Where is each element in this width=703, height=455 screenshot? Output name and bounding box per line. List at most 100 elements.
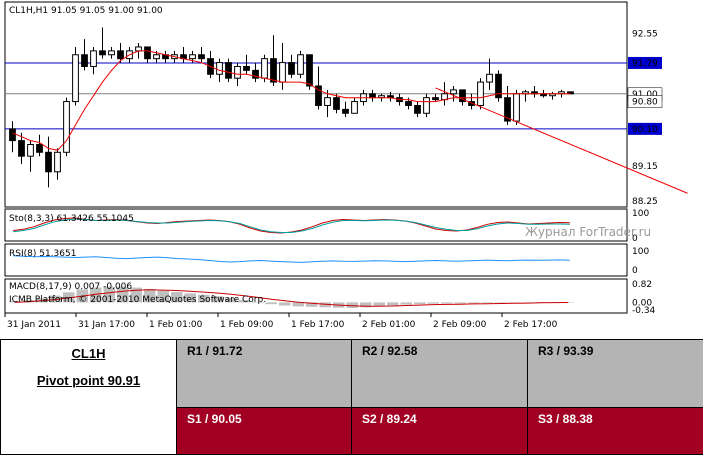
candle-body	[261, 58, 268, 79]
y-tick-label: 0.82	[632, 280, 652, 290]
candle-body	[333, 97, 340, 110]
macd-histogram-bar	[225, 297, 237, 303]
price-label-box	[627, 95, 663, 108]
candle-body	[351, 101, 358, 114]
support-1-cell: S1 / 90.05	[176, 407, 352, 455]
watermark-text: Журнал ForTrader.ru	[525, 225, 651, 239]
oscillator-line	[13, 218, 570, 233]
candle-body	[306, 54, 313, 87]
price-label: 90.10	[632, 125, 658, 135]
candle-body	[72, 54, 79, 103]
candle-body	[144, 46, 151, 60]
macd-histogram-bar	[346, 302, 358, 308]
candle-body	[9, 128, 16, 142]
rsi-title: RSI(8) 51.3651	[9, 249, 76, 259]
candle-body	[459, 89, 466, 103]
macd-histogram-bar	[211, 296, 223, 303]
macd-histogram-bar	[373, 302, 385, 307]
candle-body	[405, 101, 412, 106]
macd-histogram-bar	[292, 302, 304, 307]
y-tick-label: 0	[632, 266, 638, 276]
macd-histogram-bar	[306, 302, 318, 307]
candle-body	[468, 101, 475, 106]
price-label: 90.80	[632, 98, 658, 108]
macd-histogram-bar	[454, 302, 466, 304]
candle-body	[90, 50, 97, 67]
support-3-cell: S3 / 88.38	[527, 407, 703, 455]
candle-body	[153, 54, 160, 60]
candle-body	[81, 54, 88, 67]
candle-body	[18, 140, 25, 157]
macd-histogram-bar	[184, 293, 196, 303]
candle-body	[135, 46, 142, 52]
candle-body	[189, 54, 196, 60]
y-tick-label: 100	[632, 209, 649, 219]
candle-body	[54, 151, 61, 173]
macd-histogram-bar	[414, 302, 426, 305]
macd-histogram-bar	[252, 302, 264, 303]
rsi-panel-frame	[4, 243, 628, 277]
candle-body	[297, 54, 304, 75]
macd-histogram-bar	[171, 292, 183, 303]
candle-body	[477, 81, 484, 106]
resistance-2-cell: R2 / 92.58	[351, 339, 528, 408]
chart-title: CL1H,H1 91.05 91.05 91.00 91.00	[9, 6, 163, 16]
candle-body	[27, 143, 34, 157]
macd-histogram-bar	[103, 286, 115, 303]
macd-histogram-bar	[468, 302, 480, 304]
trend-line	[435, 87, 688, 194]
macd-histogram-bar	[441, 302, 453, 304]
candle-body	[342, 108, 349, 114]
macd-histogram-bar	[508, 302, 520, 303]
y-tick-label: 88.25	[632, 197, 658, 207]
candle-body	[108, 50, 115, 56]
price-label: 91.00	[632, 90, 658, 100]
x-tick-label: 31 Jan 17:00	[78, 320, 135, 330]
candle-body	[414, 104, 421, 114]
candle-body	[315, 85, 322, 106]
x-tick-label: 2 Feb 09:00	[433, 320, 487, 330]
candle-body	[45, 151, 52, 173]
macd-histogram-bar	[279, 302, 291, 306]
macd-title: MACD(8,17,9) 0.007 -0.006	[9, 282, 132, 292]
x-tick-label: 1 Feb 09:00	[220, 320, 274, 330]
candle-body	[270, 58, 277, 83]
pivot-point-value: Pivot point 90.91	[36, 373, 141, 388]
copyright-text: ICMB Platform, © 2001-2010 MetaQuotes So…	[9, 295, 266, 305]
candle-body	[450, 89, 457, 95]
macd-histogram-bar	[63, 292, 75, 303]
macd-histogram-bar	[360, 302, 372, 308]
candle-body	[225, 62, 232, 79]
sto-panel-frame	[4, 208, 628, 242]
candle-body	[504, 97, 511, 122]
macd-histogram-bar	[117, 286, 129, 303]
macd-histogram-bar	[481, 302, 493, 304]
macd-histogram-bar	[9, 301, 21, 303]
pivot-identity-cell: CL1H Pivot point 90.91	[0, 339, 177, 455]
candle-body	[495, 73, 502, 99]
candle-body	[63, 101, 70, 153]
candle-body	[252, 69, 259, 79]
macd-histogram-bar	[157, 290, 169, 303]
candle-body	[486, 73, 493, 83]
x-tick-label: 1 Feb 01:00	[149, 320, 203, 330]
macd-histogram-bar	[90, 287, 102, 303]
moving-average-line	[12, 50, 571, 151]
y-tick-label: 0	[632, 234, 638, 244]
oscillator-line	[13, 255, 570, 263]
macd-histogram-bar	[400, 302, 412, 305]
macd-histogram-bar	[238, 300, 250, 303]
y-tick-label: 0.00	[632, 298, 652, 308]
price-label-box	[628, 56, 662, 69]
candle-body	[243, 65, 250, 71]
x-tick-label: 1 Feb 17:00	[291, 320, 345, 330]
macd-histogram-bar	[495, 302, 507, 303]
y-tick-label: 89.15	[632, 162, 658, 172]
candle-body	[432, 97, 439, 101]
y-tick-label: 92.55	[632, 29, 658, 39]
x-tick-label: 2 Feb 01:00	[362, 320, 416, 330]
macd-histogram-bar	[387, 302, 399, 306]
candle-body	[36, 143, 43, 153]
candle-body	[369, 93, 376, 99]
